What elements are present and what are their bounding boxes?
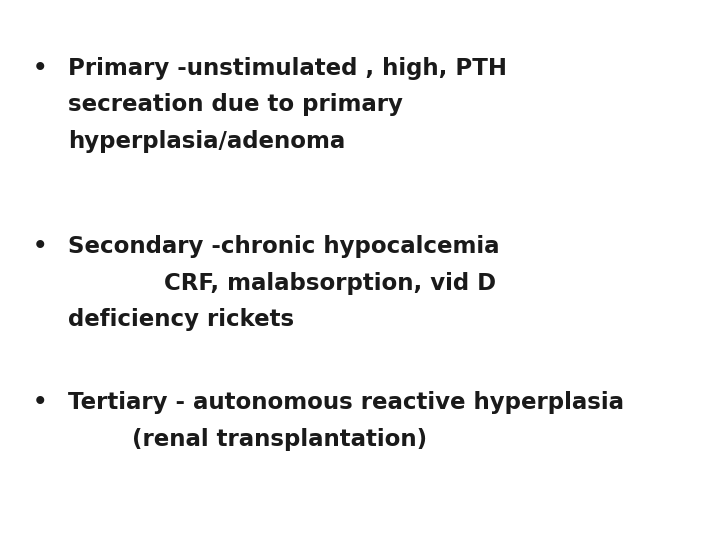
Text: Secondary -chronic hypocalcemia: Secondary -chronic hypocalcemia — [68, 235, 500, 258]
Text: secreation due to primary: secreation due to primary — [68, 93, 403, 117]
Text: •: • — [32, 235, 47, 258]
Text: hyperplasia/adenoma: hyperplasia/adenoma — [68, 130, 346, 153]
Text: •: • — [32, 57, 47, 80]
Text: Primary -unstimulated , high, PTH: Primary -unstimulated , high, PTH — [68, 57, 508, 80]
Text: (renal transplantation): (renal transplantation) — [68, 428, 428, 451]
Text: CRF, malabsorption, vid D: CRF, malabsorption, vid D — [68, 272, 497, 295]
Text: •: • — [32, 392, 47, 415]
Text: Tertiary - autonomous reactive hyperplasia: Tertiary - autonomous reactive hyperplas… — [68, 392, 624, 415]
Text: deficiency rickets: deficiency rickets — [68, 308, 294, 332]
